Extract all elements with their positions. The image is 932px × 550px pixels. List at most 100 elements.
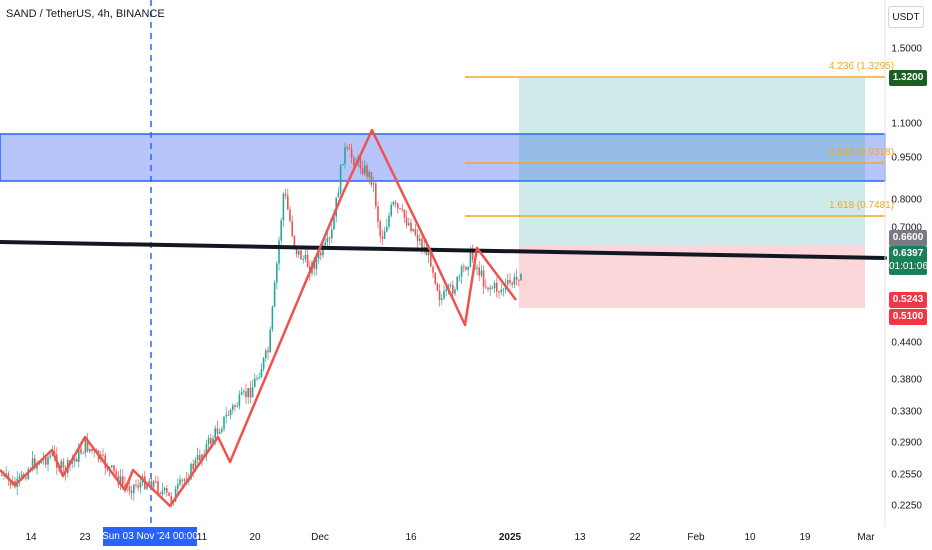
candle-body (236, 405, 238, 407)
candle-body (122, 476, 124, 485)
candle-body (412, 228, 414, 232)
price-tick: 0.3800 (891, 374, 922, 386)
candle-body (414, 228, 417, 235)
candle-body (295, 246, 298, 255)
candle-body (20, 474, 23, 477)
candle-body (221, 428, 223, 432)
bar-countdown-badge: 01:01:06 (889, 259, 928, 275)
candle-body (419, 238, 421, 241)
candle-body (192, 463, 194, 470)
price-tick: 0.2550 (891, 469, 922, 481)
candle-body (366, 165, 368, 177)
candle-body (249, 387, 252, 398)
candle-body (408, 222, 410, 226)
candle-body (460, 266, 463, 277)
price-tick: 0.2250 (891, 500, 922, 512)
trend-line[interactable] (0, 240, 887, 260)
target-price-badge: 1.3200 (889, 70, 927, 86)
currency-button[interactable]: USDT (888, 6, 924, 28)
time-tick: 23 (79, 532, 91, 543)
stop-candidate-badge: 0.5243 (889, 292, 927, 308)
time-tick: 10 (744, 532, 756, 543)
position-profit-zone[interactable] (519, 78, 865, 246)
candle-body (438, 290, 441, 301)
candle-body (135, 484, 137, 486)
candle-body (190, 463, 192, 480)
candle-body (104, 455, 106, 468)
candle-body (84, 439, 87, 453)
candle-body (31, 458, 34, 470)
candle-body (284, 193, 287, 196)
candle-body (91, 448, 93, 452)
candle-body (161, 490, 164, 495)
candle-body (177, 484, 179, 489)
candle-body (379, 221, 381, 237)
candle-body (348, 147, 351, 150)
candle-body (102, 454, 104, 456)
candle-body (276, 263, 278, 283)
candle-body (469, 249, 472, 267)
time-tick: Mar (857, 532, 875, 543)
price-tick: 0.3300 (891, 406, 922, 418)
candle-body (159, 492, 161, 495)
candle-body (168, 492, 170, 496)
candle-body (513, 276, 516, 285)
candle-body (240, 392, 243, 395)
candle-body (322, 245, 324, 256)
candle-body (320, 252, 322, 256)
candle-body (229, 409, 232, 416)
candle-body (254, 378, 256, 387)
candle-body (258, 377, 260, 379)
candle-body (515, 276, 518, 280)
candle-body (458, 276, 461, 278)
price-tick: 0.9500 (891, 152, 922, 164)
candle-body (245, 391, 247, 398)
candle-body (368, 171, 370, 177)
price-tick: 0.2900 (891, 437, 922, 449)
candle-body (1, 475, 3, 476)
candle-body (75, 458, 78, 462)
candle-body (317, 252, 320, 259)
candle-body (359, 157, 362, 169)
time-tick: 13 (574, 532, 586, 543)
candle-body (502, 289, 505, 291)
supply-zone[interactable] (0, 133, 886, 182)
price-tick: 1.1000 (891, 118, 922, 130)
candle-body (73, 458, 76, 462)
candle-body (278, 240, 280, 264)
candle-body (346, 147, 348, 149)
candle-body (113, 465, 115, 472)
time-tick: Dec (311, 532, 329, 543)
candle-body (452, 284, 454, 294)
candle-body (139, 482, 142, 488)
symbol-title[interactable]: SAND / TetherUS, 4h, BINANCE (6, 8, 165, 20)
candle-body (449, 284, 452, 286)
candle-body (416, 234, 419, 241)
candle-body (80, 448, 82, 454)
candle-body (273, 282, 276, 307)
candle-body (383, 231, 386, 239)
time-tick: 20 (249, 532, 261, 543)
candle-body (496, 282, 498, 292)
candle-body (155, 481, 157, 483)
candle-body (36, 463, 38, 469)
candle-body (262, 357, 265, 369)
fib-label-4236: 4.236 (1.3295) (829, 61, 895, 72)
candle-body (216, 428, 219, 434)
candle-body (482, 270, 485, 287)
time-tick: 14 (25, 532, 37, 543)
candle-body (401, 208, 403, 210)
candle-body (361, 168, 364, 174)
candle-body (232, 405, 234, 410)
pattern-zigzag[interactable] (0, 128, 517, 508)
candle-body (298, 250, 300, 255)
candle-body (304, 254, 307, 259)
candle-body (331, 229, 333, 239)
stop-price-badge: 0.5100 (889, 309, 927, 325)
last-price-badge: 0.6397 (889, 246, 927, 262)
candle-body (181, 479, 183, 481)
candle-body (119, 476, 122, 485)
candle-body (405, 218, 408, 226)
